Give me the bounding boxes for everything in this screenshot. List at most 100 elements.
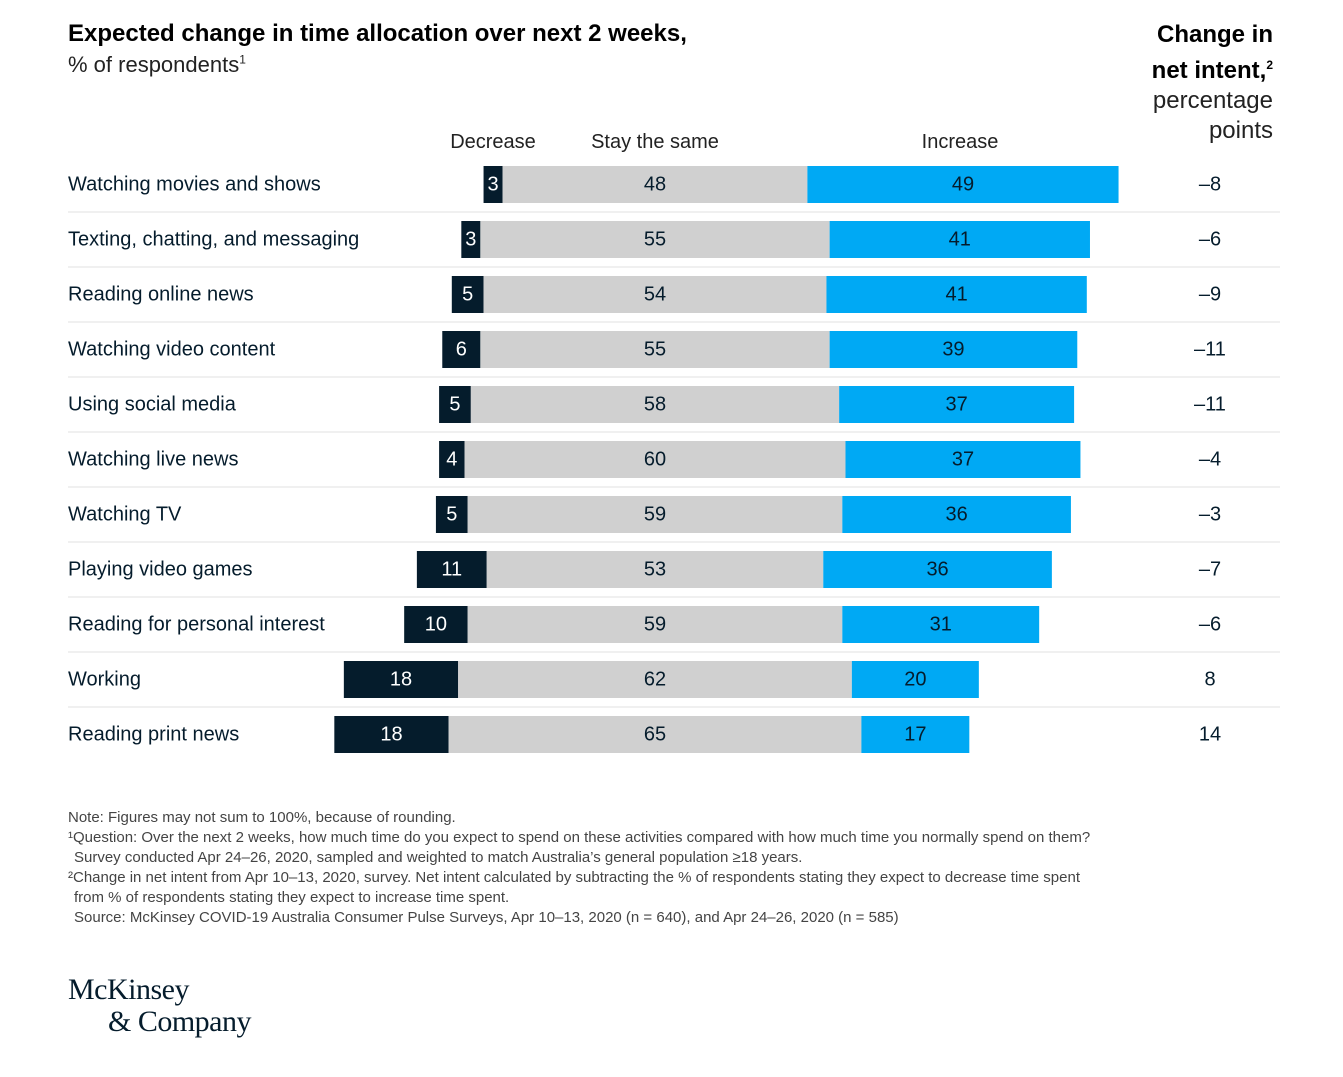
footnotes: Note: Figures may not sum to 100%, becau… (68, 808, 1090, 928)
diverging-bar-chart: Watching movies and shows 3 48 49 –8Texting,… (68, 166, 1280, 753)
bar-increase (839, 386, 1075, 423)
category-label: Texting, chatting, and messaging (68, 229, 359, 251)
chart-subtitle: % of respondents1 (68, 52, 246, 78)
data-label-same: 55 (644, 339, 666, 361)
data-label-same: 60 (644, 449, 666, 471)
category-label: Playing video games (68, 559, 253, 581)
bar-same (464, 441, 846, 478)
bar-increase (842, 496, 1071, 533)
data-label-same: 53 (644, 559, 666, 581)
data-label-increase: 41 (946, 284, 968, 306)
column-header-increase: Increase (921, 131, 999, 153)
data-label-decrease: 3 (465, 229, 476, 251)
column-header-same: Stay the same (591, 131, 719, 153)
data-label-decrease: 4 (446, 449, 457, 471)
data-label-same: 48 (644, 174, 666, 196)
data-label-same: 59 (644, 614, 666, 636)
bar-decrease (439, 441, 465, 478)
category-label: Watching movies and shows (68, 174, 321, 196)
bar-decrease (343, 661, 459, 698)
data-label-decrease: 6 (456, 339, 467, 361)
net-change-value: –9 (1199, 284, 1221, 306)
data-label-increase: 20 (904, 669, 926, 691)
category-label: Using social media (68, 394, 237, 416)
chart-title: Expected change in time allocation over … (68, 20, 687, 47)
note-source: Source: McKinsey COVID-19 Australia Cons… (74, 909, 899, 926)
data-label-decrease: 18 (380, 724, 402, 746)
category-label: Working (68, 669, 141, 691)
bar-same (458, 661, 852, 698)
bar-same (448, 716, 862, 753)
data-label-same: 65 (644, 724, 666, 746)
subtitle-footnote-mark: 1 (239, 52, 246, 67)
net-change-value: 8 (1204, 669, 1215, 691)
net-change-value: –6 (1199, 229, 1221, 251)
net-intent-footnote-mark: 2 (1266, 58, 1273, 72)
bar-increase (861, 716, 970, 753)
data-label-increase: 17 (904, 724, 926, 746)
category-label: Watching live news (68, 449, 238, 471)
net-change-value: –4 (1199, 449, 1221, 471)
data-label-increase: 36 (946, 504, 968, 526)
net-change-value: 14 (1199, 724, 1221, 746)
data-label-decrease: 11 (441, 559, 462, 581)
bar-decrease (483, 166, 503, 203)
column-header-decrease: Decrease (450, 131, 536, 153)
net-intent-title-2-text: net intent, (1151, 57, 1267, 84)
data-label-decrease: 5 (446, 504, 457, 526)
note-question: ¹Question: Over the next 2 weeks, how mu… (68, 829, 1091, 846)
bar-same (467, 606, 843, 643)
logo-line-2: & Company (108, 1005, 252, 1038)
data-label-decrease: 18 (390, 669, 412, 691)
net-change-value: –8 (1199, 174, 1221, 196)
data-label-decrease: 5 (449, 394, 460, 416)
subtitle-text: % of respondents (68, 52, 240, 77)
net-intent-unit-2: points (1208, 117, 1273, 144)
category-label: Watching TV (68, 504, 182, 526)
note-net-intent: ²Change in net intent from Apr 10–13, 20… (68, 869, 1080, 886)
net-change-value: –11 (1194, 394, 1226, 416)
net-intent-unit-1: percentage (1152, 87, 1273, 114)
note-rounding: Note: Figures may not sum to 100%, becau… (68, 809, 456, 826)
bar-increase (829, 221, 1090, 258)
bar-same (467, 496, 843, 533)
data-label-same: 62 (644, 669, 666, 691)
bar-increase (845, 441, 1081, 478)
net-change-value: –7 (1199, 559, 1221, 581)
bar-increase (842, 606, 1040, 643)
data-label-increase: 36 (926, 559, 948, 581)
bar-same (480, 331, 830, 368)
note-survey: Survey conducted Apr 24–26, 2020, sample… (74, 849, 803, 866)
bar-decrease (334, 716, 449, 753)
data-label-same: 55 (644, 229, 666, 251)
net-intent-header: Change in net intent,2 percentage points (1152, 20, 1273, 146)
bar-same (486, 551, 824, 588)
bar-decrease (461, 221, 481, 258)
data-label-increase: 37 (946, 394, 968, 416)
logo-line-1: McKinsey (68, 973, 189, 1006)
net-change-value: –11 (1194, 339, 1226, 361)
bar-same (470, 386, 840, 423)
data-label-decrease: 10 (425, 614, 447, 636)
bar-same (502, 166, 808, 203)
data-label-same: 58 (644, 394, 666, 416)
category-label: Reading online news (68, 284, 254, 306)
data-label-increase: 49 (952, 174, 974, 196)
data-label-decrease: 5 (462, 284, 473, 306)
data-label-increase: 31 (930, 614, 952, 636)
mckinsey-logo: McKinsey & Company (68, 973, 252, 1038)
net-intent-title-1: Change in (1156, 21, 1273, 48)
data-label-increase: 39 (942, 339, 964, 361)
data-label-increase: 41 (949, 229, 971, 251)
data-label-same: 59 (644, 504, 666, 526)
note-net-intent-cont: from % of respondents stating they expec… (74, 889, 510, 906)
bar-increase (823, 551, 1052, 588)
data-label-same: 54 (644, 284, 666, 306)
bar-increase (851, 661, 979, 698)
net-change-value: –3 (1199, 504, 1221, 526)
bar-decrease (442, 331, 481, 368)
bar-increase (829, 331, 1078, 368)
net-change-value: –6 (1199, 614, 1221, 636)
bar-decrease (451, 276, 484, 313)
bar-increase (826, 276, 1087, 313)
